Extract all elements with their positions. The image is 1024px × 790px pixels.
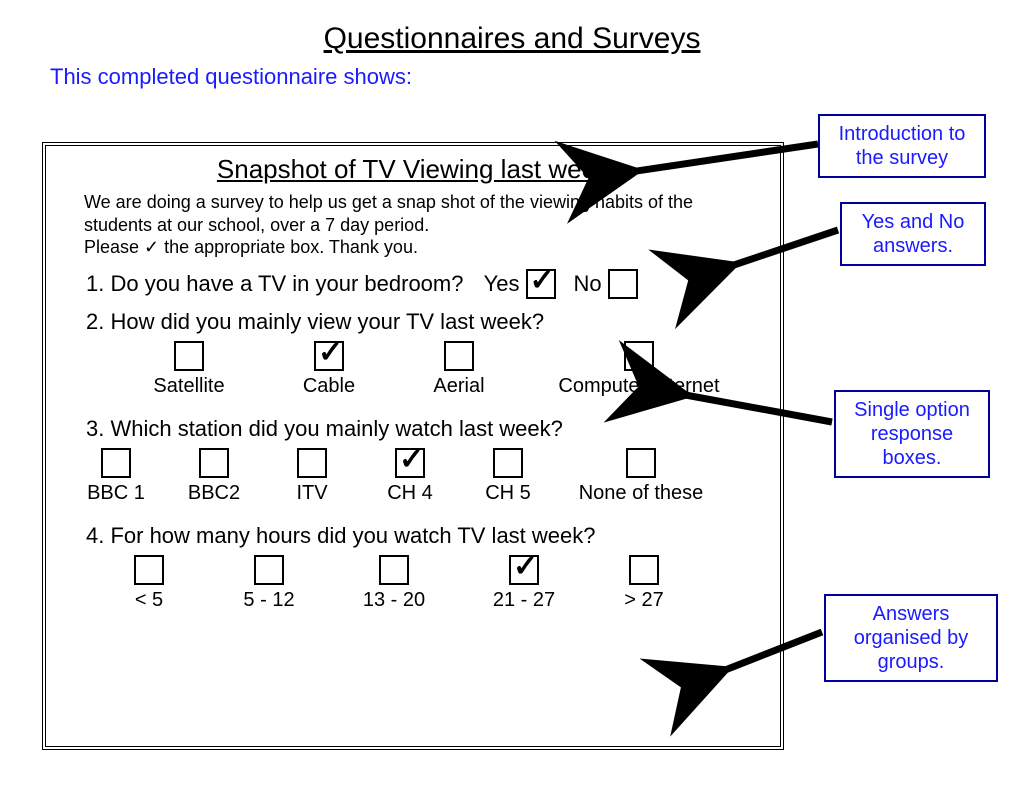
q2-text: 2. How did you mainly view your TV last … bbox=[86, 309, 762, 335]
q4-opt2-label: 13 - 20 bbox=[363, 589, 425, 612]
q1-no-checkbox[interactable] bbox=[608, 269, 638, 299]
q3-opt1-checkbox[interactable] bbox=[199, 448, 229, 478]
q2-options: Satellite Cable Aerial Computer/Internet bbox=[134, 341, 762, 398]
q3-opt3-label: CH 4 bbox=[387, 482, 433, 505]
survey-box: Snapshot of TV Viewing last week We are … bbox=[42, 142, 784, 750]
q2-opt1-checkbox[interactable] bbox=[314, 341, 344, 371]
q3-opt4-label: CH 5 bbox=[485, 482, 531, 505]
q4-opt2-checkbox[interactable] bbox=[379, 555, 409, 585]
callout-yesno: Yes and No answers. bbox=[840, 202, 986, 266]
callout-single: Single option response boxes. bbox=[834, 390, 990, 478]
q4-opt4-checkbox[interactable] bbox=[629, 555, 659, 585]
q2-opt1-label: Cable bbox=[303, 375, 355, 398]
q2-opt2-label: Aerial bbox=[433, 375, 484, 398]
callout-groups: Answers organised by groups. bbox=[824, 594, 998, 682]
q1-yes-label: Yes bbox=[484, 271, 520, 297]
page-title: Questionnaires and Surveys bbox=[0, 22, 1024, 56]
q3-text: 3. Which station did you mainly watch la… bbox=[86, 416, 762, 442]
q1-no-label: No bbox=[574, 271, 602, 297]
q3-opt0-checkbox[interactable] bbox=[101, 448, 131, 478]
survey-intro: We are doing a survey to help us get a s… bbox=[84, 191, 752, 259]
callout-intro: Introduction to the survey bbox=[818, 114, 986, 178]
q3-opt1-label: BBC2 bbox=[188, 482, 240, 505]
q3-opt2-label: ITV bbox=[296, 482, 327, 505]
q4-opt3-label: 21 - 27 bbox=[493, 589, 555, 612]
page-subtitle: This completed questionnaire shows: bbox=[50, 64, 1024, 90]
q3-options: BBC 1 BBC2 ITV CH 4 CH 5 None of these bbox=[76, 448, 762, 505]
q4-opt0-checkbox[interactable] bbox=[134, 555, 164, 585]
q1-yes-checkbox[interactable] bbox=[526, 269, 556, 299]
q4-text: 4. For how many hours did you watch TV l… bbox=[86, 523, 762, 549]
q4-opt0-label: < 5 bbox=[135, 589, 163, 612]
intro-line2: Please ✓ the appropriate box. Thank you. bbox=[84, 237, 418, 257]
q2-opt3-checkbox[interactable] bbox=[624, 341, 654, 371]
q2-opt0-checkbox[interactable] bbox=[174, 341, 204, 371]
q3-opt5-label: None of these bbox=[579, 482, 704, 505]
q4-opt1-checkbox[interactable] bbox=[254, 555, 284, 585]
q4-options: < 5 5 - 12 13 - 20 21 - 27 > 27 bbox=[104, 555, 762, 612]
q2-opt2-checkbox[interactable] bbox=[444, 341, 474, 371]
q3-opt2-checkbox[interactable] bbox=[297, 448, 327, 478]
q3-opt4-checkbox[interactable] bbox=[493, 448, 523, 478]
q3-opt3-checkbox[interactable] bbox=[395, 448, 425, 478]
q4-opt4-label: > 27 bbox=[624, 589, 663, 612]
q1-text: 1. Do you have a TV in your bedroom? bbox=[86, 271, 463, 296]
q3-opt0-label: BBC 1 bbox=[87, 482, 145, 505]
survey-title: Snapshot of TV Viewing last week bbox=[64, 154, 762, 185]
q2-opt3-label: Computer/Internet bbox=[558, 375, 719, 398]
q3-opt5-checkbox[interactable] bbox=[626, 448, 656, 478]
q1: 1. Do you have a TV in your bedroom? Yes… bbox=[86, 269, 762, 299]
q4-opt3-checkbox[interactable] bbox=[509, 555, 539, 585]
intro-line1: We are doing a survey to help us get a s… bbox=[84, 192, 693, 235]
q4-opt1-label: 5 - 12 bbox=[243, 589, 294, 612]
q2-opt0-label: Satellite bbox=[153, 375, 224, 398]
